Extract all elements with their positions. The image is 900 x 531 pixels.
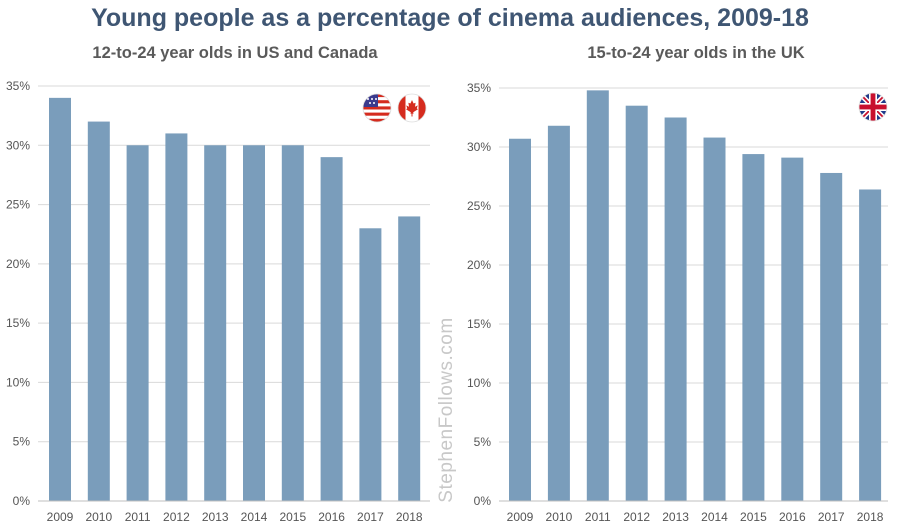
y-tick-label: 20%	[467, 258, 491, 272]
watermark: StephenFollows.com	[436, 317, 457, 503]
bar-2009	[49, 97, 71, 501]
main-title: Young people as a percentage of cinema a…	[91, 4, 809, 32]
bar-2013	[664, 117, 687, 501]
x-tick-label: 2017	[357, 510, 384, 524]
x-tick-label: 2011	[585, 510, 611, 524]
x-tick-label: 2017	[818, 510, 845, 524]
bar-2010	[547, 125, 570, 501]
x-tick-label: 2016	[318, 510, 345, 524]
bar-2018	[859, 189, 882, 502]
x-tick-label: 2015	[279, 510, 306, 524]
y-tick-label: 0%	[13, 494, 31, 508]
x-tick-label: 2018	[857, 510, 884, 524]
y-tick-label: 30%	[6, 138, 30, 152]
chart-title-us-canada: 12-to-24 year olds in US and Canada	[92, 44, 378, 62]
x-tick-label: 2010	[546, 510, 573, 524]
bar-2015	[281, 145, 304, 502]
bar-2014	[243, 145, 265, 502]
y-tick-label: 25%	[6, 198, 30, 212]
y-tick-label: 0%	[474, 494, 492, 508]
bar-2013	[204, 145, 227, 502]
x-tick-label: 2016	[779, 510, 806, 524]
bar-2012	[625, 105, 648, 501]
bar-2015	[742, 154, 765, 501]
bar-2010	[87, 121, 110, 502]
y-tick-label: 5%	[474, 435, 492, 449]
y-tick-label: 10%	[467, 376, 491, 390]
y-tick-label: 20%	[6, 257, 30, 271]
y-tick-label: 15%	[6, 316, 30, 330]
x-tick-label: 2013	[202, 510, 229, 524]
chart-us-canada: 0% 5% 10% 15% 20% 25% 30% 35% 2009 2010 2011 2012 20…	[6, 79, 430, 524]
x-tick-label: 2010	[85, 510, 112, 524]
x-tick-label: 2013	[662, 510, 689, 524]
x-tick-label: 2012	[163, 510, 190, 524]
bar-2014	[703, 137, 726, 501]
y-tick-label: 30%	[467, 140, 491, 154]
x-tick-label: 2009	[47, 510, 74, 524]
bar-2012	[165, 133, 188, 501]
bar-2009	[509, 138, 531, 502]
chart-title-uk: 15-to-24 year olds in the UK	[587, 44, 805, 62]
uk-flag-icon	[858, 92, 888, 122]
x-tick-label: 2014	[241, 510, 268, 524]
x-tick-label: 2014	[701, 510, 728, 524]
y-tick-label: 25%	[467, 199, 491, 213]
x-tick-label: 2015	[740, 510, 767, 524]
bar-2018	[398, 216, 421, 501]
us-flag-icon	[362, 93, 392, 123]
x-tick-label: 2011	[125, 510, 151, 524]
x-tick-label: 2012	[623, 510, 650, 524]
bar-2016	[320, 157, 343, 501]
bar-2016	[781, 157, 804, 501]
bar-2011	[126, 145, 149, 502]
bar-2011	[586, 90, 609, 502]
y-tick-label: 10%	[6, 375, 30, 389]
bar-2017	[359, 228, 382, 502]
bar-2017	[820, 172, 843, 501]
y-tick-label: 15%	[467, 317, 491, 331]
y-tick-label: 5%	[13, 435, 31, 449]
chart-uk: 0% 5% 10% 15% 20% 25% 30% 35% 2009 2010 2011 2012 20…	[467, 81, 888, 524]
y-tick-label: 35%	[6, 79, 30, 93]
y-tick-label: 35%	[467, 81, 491, 95]
x-tick-label: 2018	[396, 510, 423, 524]
canada-flag-icon	[397, 93, 427, 123]
x-tick-label: 2009	[507, 510, 534, 524]
